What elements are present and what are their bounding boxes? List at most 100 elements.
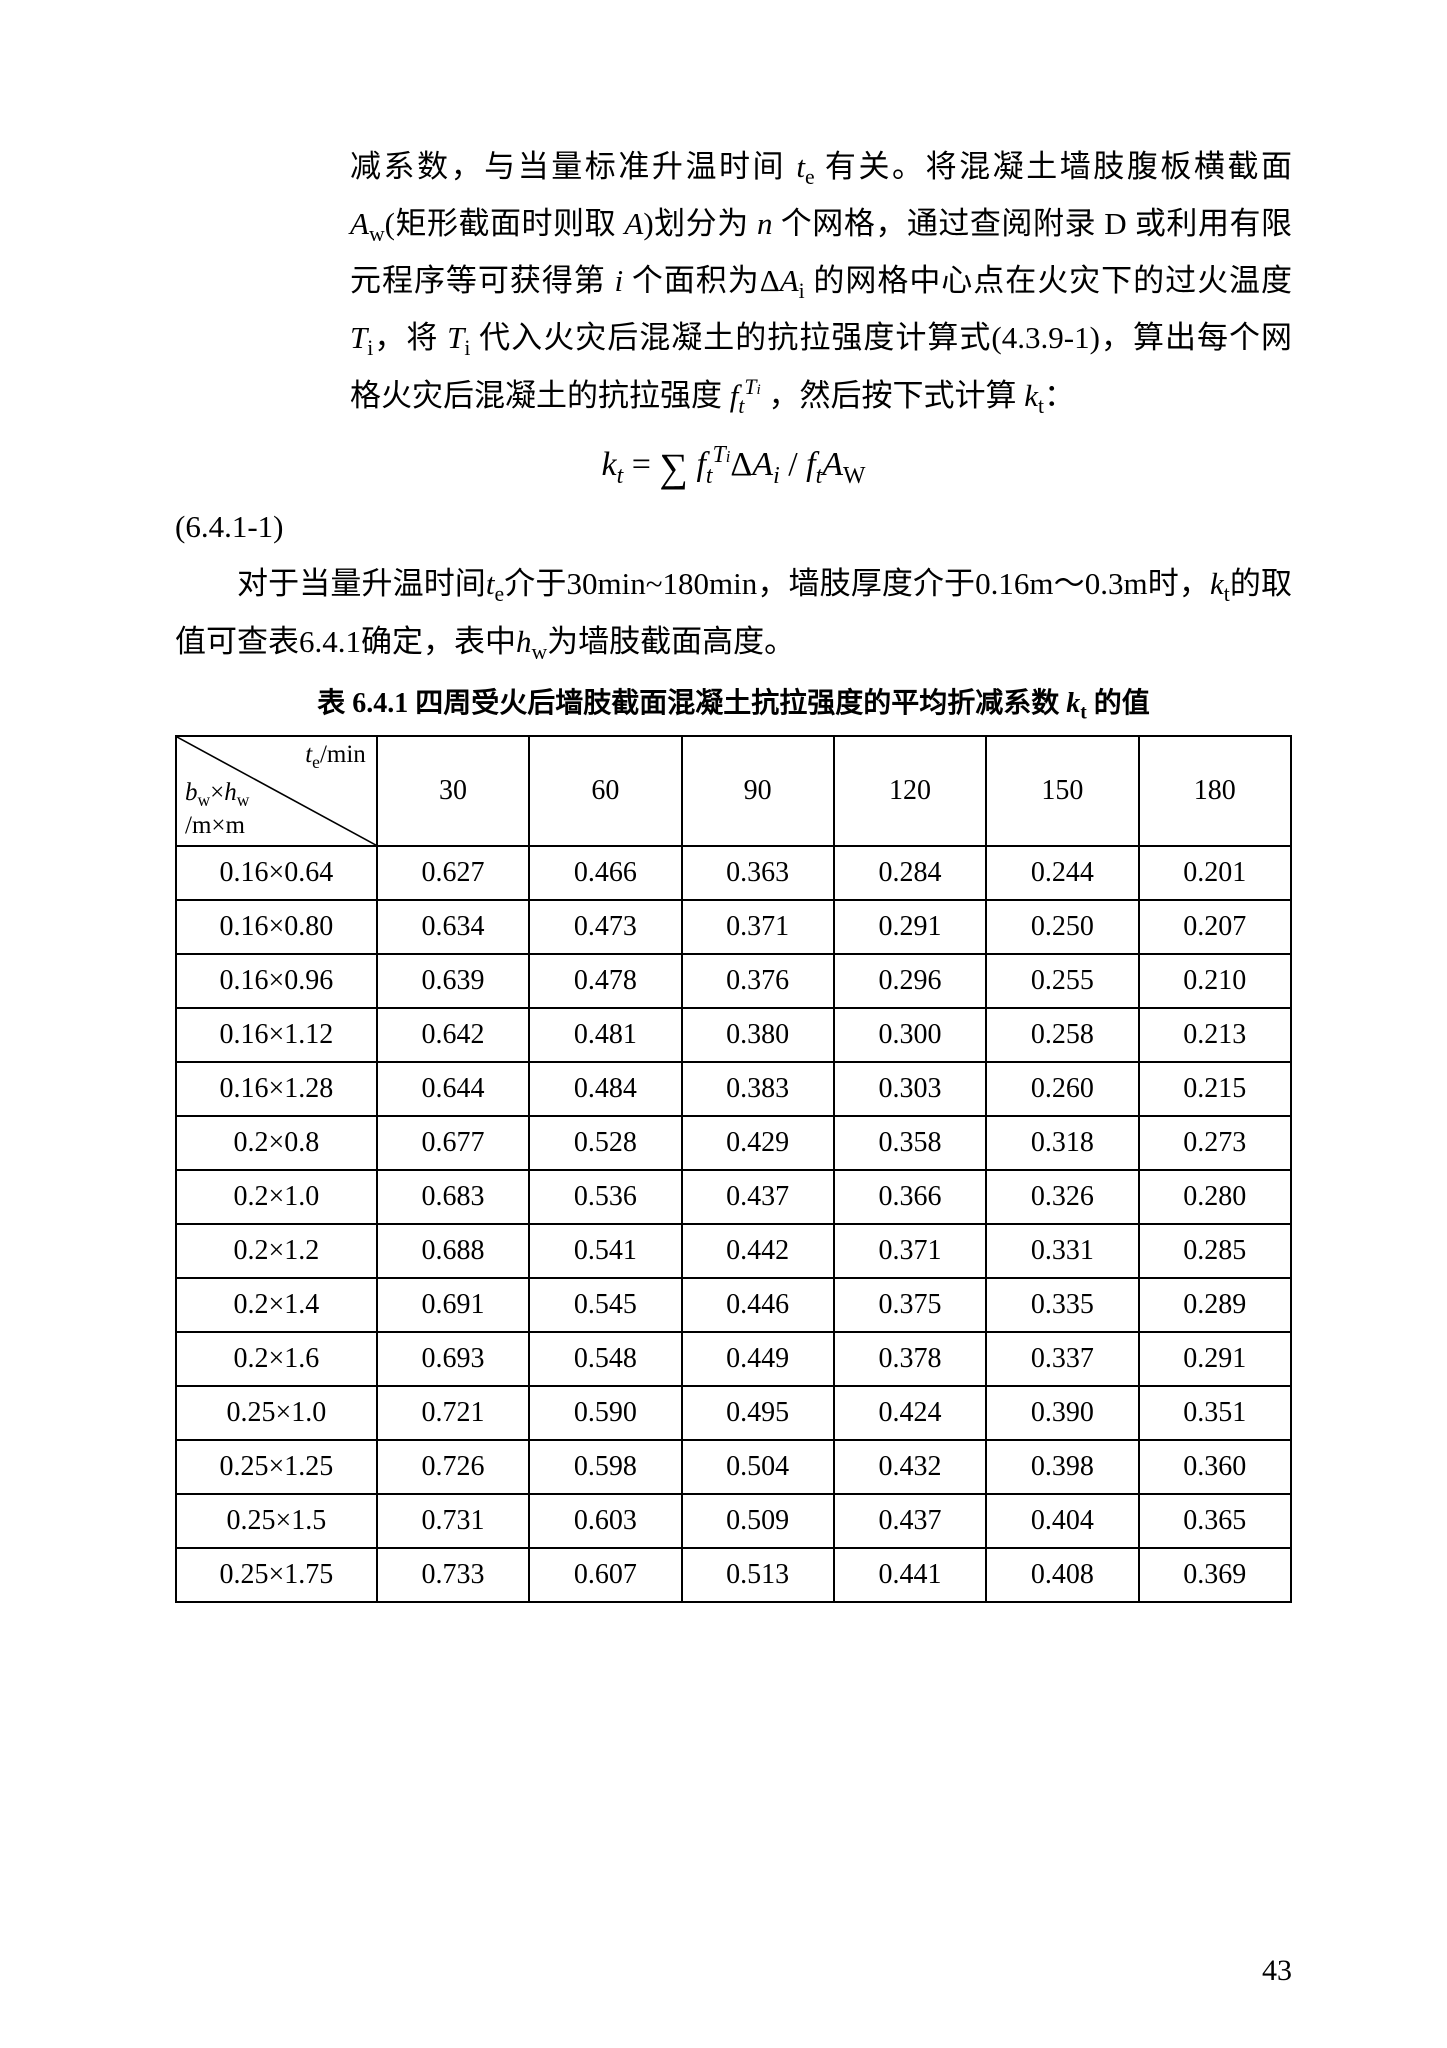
value-cell: 0.207 (1139, 900, 1291, 954)
eq-A-sub: i (773, 463, 780, 489)
caption-kt: k (1066, 688, 1080, 719)
hdr-te-sub: e (312, 752, 320, 772)
value-cell: 0.495 (682, 1386, 834, 1440)
sym-i: i (615, 263, 624, 298)
hdr-size-unit: /m×m (185, 812, 245, 839)
value-cell: 0.358 (834, 1116, 986, 1170)
header-te: te/min (305, 741, 366, 773)
table-row: 0.16×0.960.6390.4780.3760.2960.2550.210 (176, 954, 1291, 1008)
value-cell: 0.371 (682, 900, 834, 954)
value-cell: 0.296 (834, 954, 986, 1008)
value-cell: 0.442 (682, 1224, 834, 1278)
sym-te: t (796, 149, 805, 184)
eq-A2-sub: W (843, 463, 865, 489)
para1-text-1: 减系数，与当量标准升温时间 (350, 149, 796, 184)
table-row: 0.25×1.50.7310.6030.5090.4370.4040.365 (176, 1494, 1291, 1548)
col-header: 90 (682, 736, 834, 846)
col-header: 180 (1139, 736, 1291, 846)
sym-te2: t (486, 566, 495, 601)
value-cell: 0.449 (682, 1332, 834, 1386)
para1-text-6: 个面积为Δ (623, 263, 780, 298)
value-cell: 0.513 (682, 1548, 834, 1602)
table-row: 0.16×0.800.6340.4730.3710.2910.2500.207 (176, 900, 1291, 954)
para1-text-8: ，将 (373, 320, 447, 355)
value-cell: 0.273 (1139, 1116, 1291, 1170)
value-cell: 0.371 (834, 1224, 986, 1278)
value-cell: 0.201 (1139, 846, 1291, 900)
row-size-cell: 0.2×1.4 (176, 1278, 377, 1332)
sym-hw-sub: w (532, 640, 548, 664)
value-cell: 0.376 (682, 954, 834, 1008)
table-header-row: te/min bw×hw/m×m 30 60 90 120 150 180 (176, 736, 1291, 846)
value-cell: 0.335 (986, 1278, 1138, 1332)
value-cell: 0.478 (529, 954, 681, 1008)
eq-f-sub: t (706, 463, 713, 489)
value-cell: 0.337 (986, 1332, 1138, 1386)
sym-ft-sup: T (744, 375, 756, 399)
row-size-cell: 0.25×1.5 (176, 1494, 377, 1548)
sym-kt2: k (1210, 566, 1224, 601)
eq-sigma: ∑ (659, 445, 688, 490)
table-row: 0.16×0.640.6270.4660.3630.2840.2440.201 (176, 846, 1291, 900)
table-row: 0.25×1.00.7210.5900.4950.4240.3900.351 (176, 1386, 1291, 1440)
value-cell: 0.528 (529, 1116, 681, 1170)
table-row: 0.2×1.40.6910.5450.4460.3750.3350.289 (176, 1278, 1291, 1332)
eq-delta: Δ (730, 446, 752, 483)
para2-text-1: 对于当量升温时间 (237, 566, 486, 601)
row-size-cell: 0.2×1.6 (176, 1332, 377, 1386)
value-cell: 0.284 (834, 846, 986, 900)
value-cell: 0.548 (529, 1332, 681, 1386)
value-cell: 0.693 (377, 1332, 529, 1386)
caption-suffix: 的值 (1087, 688, 1150, 719)
sym-A: A (624, 206, 643, 241)
row-size-cell: 0.25×1.75 (176, 1548, 377, 1602)
value-cell: 0.258 (986, 1008, 1138, 1062)
value-cell: 0.473 (529, 900, 681, 954)
sym-n: n (757, 206, 773, 241)
sym-te2-sub: e (495, 583, 505, 607)
value-cell: 0.351 (1139, 1386, 1291, 1440)
paragraph-2: 对于当量升温时间te介于30min~180min，墙肢厚度介于0.16m～0.3… (175, 557, 1292, 671)
row-size-cell: 0.25×1.0 (176, 1386, 377, 1440)
value-cell: 0.721 (377, 1386, 529, 1440)
value-cell: 0.691 (377, 1278, 529, 1332)
hdr-bw: b (185, 779, 198, 806)
value-cell: 0.215 (1139, 1062, 1291, 1116)
value-cell: 0.677 (377, 1116, 529, 1170)
value-cell: 0.289 (1139, 1278, 1291, 1332)
value-cell: 0.318 (986, 1116, 1138, 1170)
table-row: 0.16×1.280.6440.4840.3830.3030.2600.215 (176, 1062, 1291, 1116)
value-cell: 0.280 (1139, 1170, 1291, 1224)
header-bwhw: bw×hw/m×m (185, 778, 249, 841)
table-row: 0.2×1.00.6830.5360.4370.3660.3260.280 (176, 1170, 1291, 1224)
table-6-4-1: te/min bw×hw/m×m 30 60 90 120 150 180 0.… (175, 735, 1292, 1603)
eq-eq: = (623, 446, 659, 483)
value-cell: 0.366 (834, 1170, 986, 1224)
eq-f-sup: T (713, 442, 726, 468)
value-cell: 0.250 (986, 900, 1138, 954)
para1-text-11: ： (1044, 378, 1075, 413)
table-row: 0.16×1.120.6420.4810.3800.3000.2580.213 (176, 1008, 1291, 1062)
table-row: 0.2×0.80.6770.5280.4290.3580.3180.273 (176, 1116, 1291, 1170)
para2-text-2: 介于30min~180min，墙肢厚度介于0.16m～0.3m时， (504, 566, 1210, 601)
value-cell: 0.398 (986, 1440, 1138, 1494)
value-cell: 0.383 (682, 1062, 834, 1116)
value-cell: 0.404 (986, 1494, 1138, 1548)
value-cell: 0.644 (377, 1062, 529, 1116)
value-cell: 0.446 (682, 1278, 834, 1332)
value-cell: 0.437 (682, 1170, 834, 1224)
table-row: 0.2×1.20.6880.5410.4420.3710.3310.285 (176, 1224, 1291, 1278)
sym-Ai: A (780, 263, 799, 298)
value-cell: 0.545 (529, 1278, 681, 1332)
value-cell: 0.509 (682, 1494, 834, 1548)
value-cell: 0.213 (1139, 1008, 1291, 1062)
value-cell: 0.536 (529, 1170, 681, 1224)
eq-f2: f (806, 446, 815, 483)
value-cell: 0.733 (377, 1548, 529, 1602)
para1-text-10: ，然后按下式计算 (761, 378, 1025, 413)
hdr-bw-sub: w (198, 790, 211, 810)
para1-text-2: 有关。将混凝土墙肢腹板横截面 (815, 149, 1292, 184)
value-cell: 0.244 (986, 846, 1138, 900)
eq-A: A (752, 446, 773, 483)
value-cell: 0.326 (986, 1170, 1138, 1224)
